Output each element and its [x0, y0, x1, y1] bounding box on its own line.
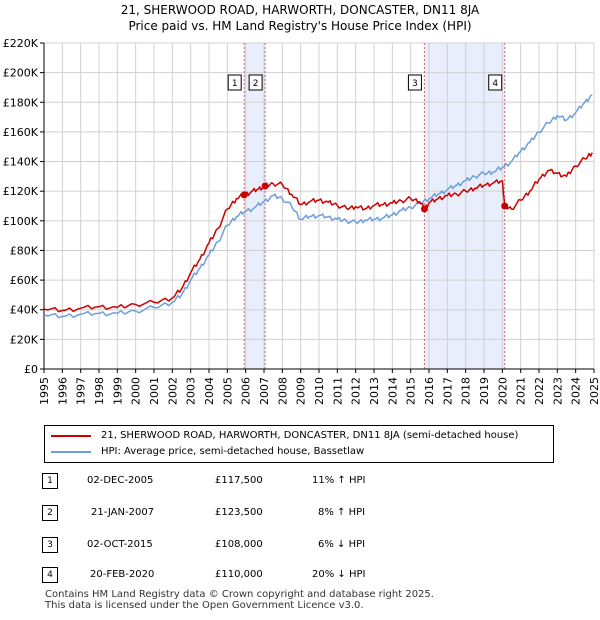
sale-date: 02-OCT-2015 [87, 539, 153, 550]
y-tick-label: £100K [3, 215, 39, 228]
x-tick-label: 2019 [478, 377, 491, 405]
x-tick-label: 2016 [423, 377, 436, 405]
x-tick-label: 2014 [386, 377, 399, 405]
x-tick-label: 2009 [295, 377, 308, 405]
y-tick-label: £140K [3, 156, 39, 169]
x-tick-label: 1998 [93, 377, 106, 405]
property-price-line [43, 152, 593, 313]
x-tick-label: 2025 [588, 377, 600, 405]
x-tick-label: 2021 [515, 377, 528, 405]
x-tick-label: 2022 [533, 377, 546, 405]
sale-date: 02-DEC-2005 [87, 475, 154, 486]
y-tick-label: £40K [10, 304, 39, 317]
y-tick-label: £0 [24, 363, 38, 376]
sale-marker-label-box [227, 74, 242, 91]
sale-number: 3 [42, 537, 58, 553]
sale-hpi-change: 20% ↓ HPI [312, 569, 366, 580]
y-tick-label: £120K [3, 185, 39, 198]
x-tick-label: 2005 [221, 377, 234, 405]
sale-price: £117,500 [215, 475, 263, 486]
x-tick-label: 2007 [258, 377, 271, 405]
sale-date: 21-JAN-2007 [91, 507, 155, 518]
sale-marker-label: 2 [253, 79, 259, 89]
chart-legend: 21, SHERWOOD ROAD, HARWORTH, DONCASTER, … [44, 425, 554, 463]
sale-point [501, 202, 509, 210]
sale-number: 4 [42, 567, 58, 583]
x-tick-label: 2012 [350, 377, 363, 405]
x-tick-label: 2018 [460, 377, 473, 405]
x-tick-label: 1996 [56, 377, 69, 405]
x-tick-label: 2017 [441, 377, 454, 405]
hpi-line [43, 94, 593, 319]
legend-swatch-property [51, 435, 91, 437]
sale-price: £110,000 [215, 569, 263, 580]
x-tick-label: 2023 [551, 377, 564, 405]
x-tick-label: 2010 [313, 377, 326, 405]
x-tick-label: 1999 [111, 377, 124, 405]
sale-price: £108,000 [215, 539, 263, 550]
y-tick-label: £220K [3, 37, 39, 50]
sale-hpi-change: 11% ↑ HPI [312, 475, 366, 486]
x-tick-label: 2001 [148, 377, 161, 405]
x-tick-label: 2006 [240, 377, 253, 405]
footer-line1: Contains HM Land Registry data © Crown c… [45, 589, 434, 600]
footer-attribution: Contains HM Land Registry data © Crown c… [45, 589, 434, 611]
legend-label-property: 21, SHERWOOD ROAD, HARWORTH, DONCASTER, … [101, 430, 519, 441]
sale-number: 2 [42, 505, 58, 521]
x-tick-label: 2020 [496, 377, 509, 405]
chart-title-line1: 21, SHERWOOD ROAD, HARWORTH, DONCASTER, … [120, 3, 480, 17]
y-tick-label: £200K [3, 67, 39, 80]
sale-point [240, 191, 248, 199]
sale-marker-label: 4 [492, 79, 498, 89]
footer-line2: This data is licensed under the Open Gov… [45, 600, 364, 611]
x-tick-label: 2011 [331, 377, 344, 405]
y-tick-label: £180K [3, 96, 39, 109]
sale-marker-label: 1 [232, 79, 238, 89]
sale-hpi-change: 6% ↓ HPI [318, 539, 366, 550]
chart-title-line2: Price paid vs. HM Land Registry's House … [128, 19, 472, 33]
sale-marker-label-box [248, 74, 263, 91]
y-tick-label: £60K [10, 274, 39, 287]
sale-marker-label: 3 [412, 79, 418, 89]
sale-number: 1 [42, 473, 58, 489]
sale-price: £123,500 [215, 507, 263, 518]
y-tick-label: £160K [3, 126, 39, 139]
sale-hpi-change: 8% ↑ HPI [318, 507, 366, 518]
legend-swatch-hpi [51, 451, 91, 453]
sale-marker-label-box [407, 74, 422, 91]
price-chart: £0 £20K £40K £60K £80K £100K £120K £140K £160K £1… [3, 37, 600, 405]
sale-point [420, 205, 428, 213]
x-tick-label: 2003 [185, 377, 198, 405]
sale-date: 20-FEB-2020 [90, 569, 155, 580]
shaded-ownership-band [424, 43, 505, 369]
sale-point [261, 182, 269, 190]
y-tick-label: £80K [10, 244, 39, 257]
legend-item-hpi: HPI: Average price, semi-detached house,… [51, 445, 364, 459]
y-tick-label: £20K [10, 333, 39, 346]
x-tick-label: 1995 [38, 377, 51, 405]
x-tick-label: 2008 [276, 377, 289, 405]
x-tick-label: 2000 [130, 377, 143, 405]
sale-marker-label-box [488, 74, 503, 91]
x-tick-label: 2024 [570, 377, 583, 405]
x-tick-label: 2004 [203, 377, 216, 405]
shaded-ownership-band [244, 43, 266, 369]
x-tick-label: 1997 [75, 377, 88, 405]
legend-label-hpi: HPI: Average price, semi-detached house,… [101, 446, 365, 457]
x-tick-label: 2002 [166, 377, 179, 405]
x-tick-label: 2015 [405, 377, 418, 405]
legend-item-property: 21, SHERWOOD ROAD, HARWORTH, DONCASTER, … [51, 429, 518, 443]
x-tick-label: 2013 [368, 377, 381, 405]
